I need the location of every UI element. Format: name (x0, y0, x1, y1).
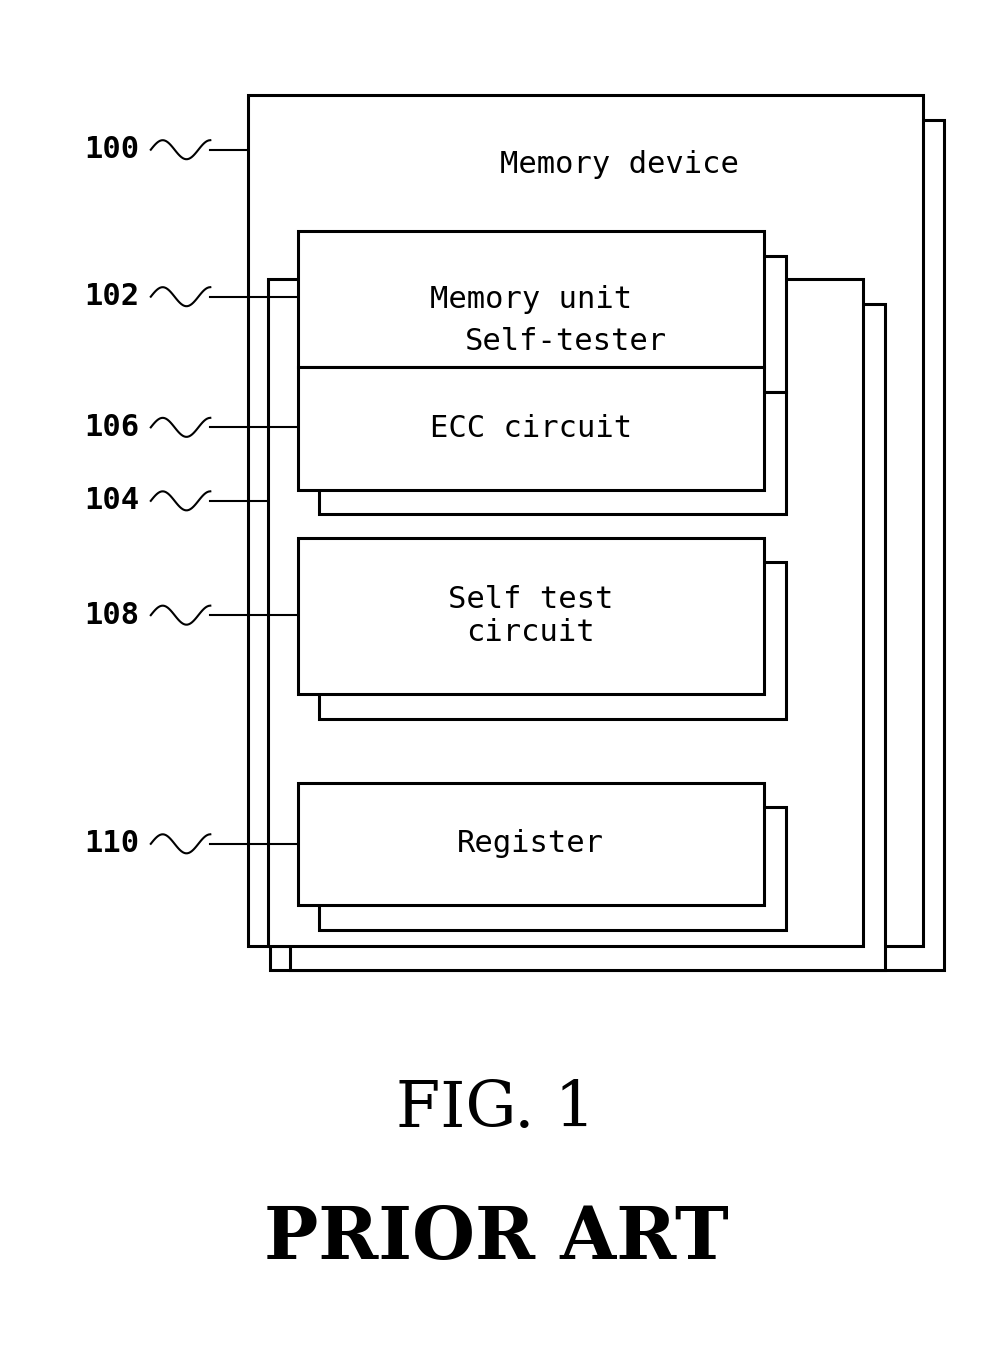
Bar (298, 783, 764, 905)
Bar (290, 304, 885, 970)
Bar (298, 231, 764, 367)
Bar (319, 562, 786, 719)
Text: 100: 100 (83, 135, 139, 165)
Bar (298, 538, 764, 694)
Bar (319, 392, 786, 514)
Text: FIG. 1: FIG. 1 (397, 1079, 595, 1139)
Bar (319, 807, 786, 930)
Bar (298, 367, 764, 490)
Bar (270, 120, 944, 970)
Text: 104: 104 (83, 486, 139, 516)
Bar (319, 256, 786, 392)
Text: Self test
circuit: Self test circuit (448, 585, 613, 646)
Text: Memory device: Memory device (500, 150, 738, 178)
Text: 108: 108 (83, 600, 139, 630)
Text: ECC circuit: ECC circuit (430, 414, 632, 444)
Text: Self-tester: Self-tester (464, 327, 667, 355)
Text: 102: 102 (83, 282, 139, 312)
Text: Memory unit: Memory unit (430, 284, 632, 314)
Bar (248, 95, 923, 946)
Text: 110: 110 (83, 829, 139, 859)
Text: Register: Register (457, 829, 604, 859)
Text: 106: 106 (83, 412, 139, 442)
Bar (268, 279, 863, 946)
Text: PRIOR ART: PRIOR ART (264, 1203, 728, 1274)
